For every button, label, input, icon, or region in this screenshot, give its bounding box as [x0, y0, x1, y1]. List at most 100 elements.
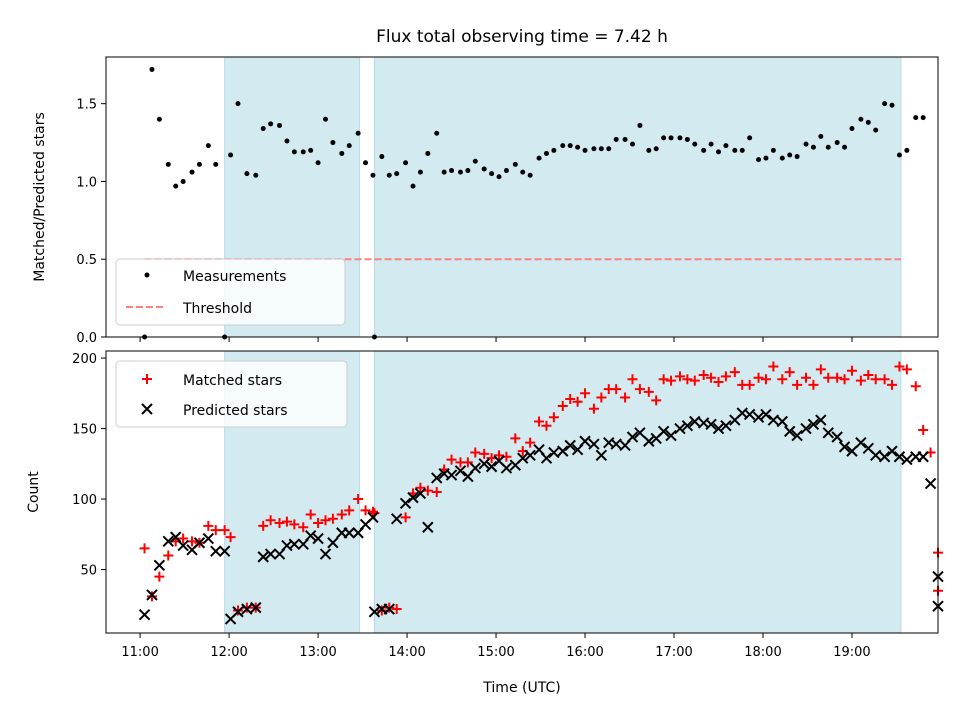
- measurement-point: [165, 161, 171, 167]
- predicted-star-point: [193, 537, 206, 549]
- measurement-point: [692, 141, 698, 147]
- matched-star-point: [698, 369, 709, 380]
- predicted-star-point: [146, 589, 158, 601]
- legend-measurements-label: Measurements: [183, 269, 286, 285]
- measurement-point: [268, 121, 274, 127]
- matched-star-point: [298, 522, 309, 533]
- predicted-star-point: [153, 559, 166, 572]
- matched-star-point: [682, 374, 693, 385]
- matched-star-point: [534, 416, 545, 427]
- measurement-point: [156, 116, 162, 122]
- predicted-star-point: [485, 460, 498, 473]
- measurement-point: [567, 143, 573, 149]
- predicted-star-point: [886, 445, 898, 457]
- predicted-star-point: [407, 491, 419, 504]
- predicted-star-point: [319, 548, 332, 560]
- matched-star-point: [777, 374, 788, 385]
- measurement-point: [591, 146, 597, 152]
- matched-star-point: [666, 375, 677, 386]
- matched-star-point: [674, 371, 685, 382]
- predicted-star-point: [241, 603, 253, 615]
- predicted-star-point: [634, 427, 646, 439]
- matched-star-point: [580, 388, 591, 399]
- chart-title: Flux total observing time = 7.42 h: [376, 27, 668, 47]
- predicted-star-point: [312, 532, 324, 545]
- measurement-point: [434, 130, 440, 136]
- measurement-point: [849, 126, 855, 132]
- predicted-star-point: [445, 469, 458, 481]
- matched-star-point: [336, 509, 347, 520]
- measurement-point: [913, 115, 919, 121]
- predicted-star-point: [643, 435, 655, 447]
- matched-star-point: [305, 509, 316, 520]
- predicted-star-point: [500, 462, 513, 474]
- measurement-point: [668, 135, 674, 141]
- top-axes-frame: [105, 56, 939, 338]
- measurement-point: [449, 168, 455, 174]
- predicted-star-point: [390, 513, 403, 525]
- measurement-point: [394, 171, 400, 177]
- bottom-shaded-interval: [373, 350, 902, 634]
- matched-star-point: [557, 400, 568, 411]
- measurement-point: [613, 136, 619, 142]
- top-y-tick-label: 0.0: [76, 331, 97, 346]
- matched-star-point: [706, 372, 717, 383]
- measurement-point: [244, 171, 250, 177]
- matched-star-point: [887, 379, 898, 390]
- measurement-point: [825, 144, 831, 150]
- matched-star-point: [729, 367, 740, 378]
- matched-star-point: [846, 365, 857, 376]
- legend-threshold-label: Threshold: [182, 301, 252, 317]
- predicted-star-point: [674, 422, 686, 435]
- measurement-point: [417, 169, 423, 175]
- predicted-star-point: [822, 427, 834, 439]
- predicted-star-point: [800, 422, 812, 435]
- top-y-tick-label: 0.5: [76, 253, 97, 268]
- matched-star-point: [446, 454, 457, 465]
- matched-star-point: [792, 379, 803, 390]
- matched-star-point: [258, 520, 269, 531]
- predicted-star-point: [767, 414, 780, 426]
- measurement-point: [904, 147, 910, 153]
- matched-star-point: [839, 374, 850, 385]
- matched-star-point: [219, 525, 230, 536]
- measurement-point: [646, 147, 652, 153]
- measurement-point: [889, 102, 895, 108]
- matched-star-point: [808, 379, 819, 390]
- matched-star-point: [596, 392, 607, 403]
- top-shaded-intervals: [224, 56, 902, 338]
- predicted-star-point: [210, 545, 222, 557]
- measurement-point: [653, 146, 659, 152]
- measurement-point: [228, 152, 234, 158]
- predicted-star-point: [414, 487, 427, 500]
- matched-star-point: [760, 374, 771, 385]
- matched-star-point: [327, 513, 338, 524]
- predicted-star-point: [548, 446, 560, 459]
- matched-star-point: [178, 533, 189, 544]
- measurement-point: [410, 183, 416, 189]
- measurement-point: [189, 169, 195, 175]
- predicted-star-point: [367, 511, 379, 524]
- matched-star-point: [415, 482, 426, 493]
- matched-star-point: [815, 364, 826, 375]
- measurement-point: [253, 172, 259, 178]
- matched-star-point: [870, 374, 881, 385]
- predicted-star-point: [162, 535, 174, 548]
- bottom-legend: Matched stars Predicted stars: [115, 360, 348, 428]
- matched-star-point: [565, 393, 576, 404]
- predicted-star-point: [588, 438, 600, 450]
- measurement-point: [527, 172, 533, 178]
- predicted-star-point: [557, 445, 569, 457]
- matched-star-point: [313, 518, 324, 529]
- measurement-point: [315, 160, 321, 166]
- predicted-star-point: [564, 439, 576, 452]
- predicted-star-point: [665, 429, 677, 442]
- predicted-star-point: [431, 472, 443, 484]
- measurement-point: [213, 161, 219, 167]
- measurement-point: [622, 136, 628, 142]
- matched-star-point: [353, 494, 364, 505]
- matched-star-point: [360, 505, 371, 516]
- matched-star-point: [163, 550, 174, 561]
- measurement-point: [723, 143, 729, 149]
- legend-predicted-label: Predicted stars: [183, 403, 288, 419]
